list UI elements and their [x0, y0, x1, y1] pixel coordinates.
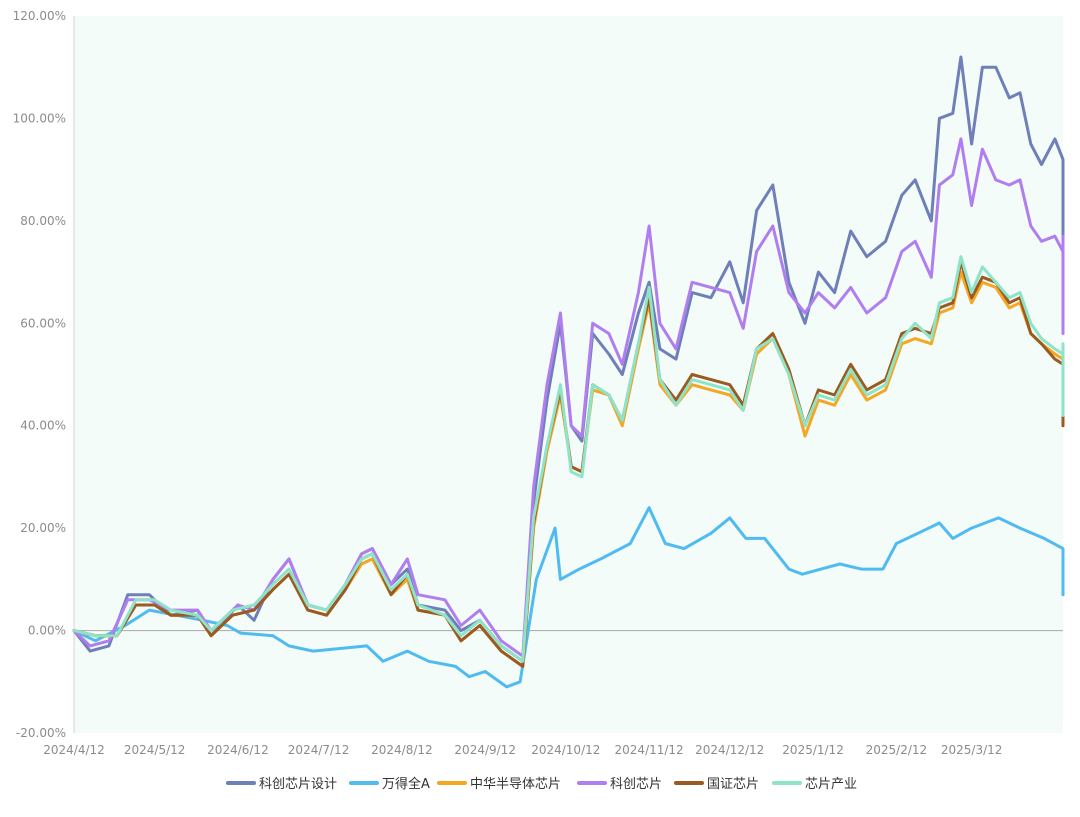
legend-label: 科创芯片设计: [259, 777, 337, 792]
x-tick-label: 2025/1/12: [782, 743, 844, 757]
x-tick-label: 2024/5/12: [124, 743, 186, 757]
series-lines: [72, 55, 1065, 689]
legend-label: 芯片产业: [805, 777, 857, 792]
y-tick-label: 20.00%: [20, 521, 66, 535]
x-axis-ticks: 2024/4/12 2024/5/12 2024/6/12 2024/7/12 2024…: [43, 743, 1002, 757]
x-tick-label: 2024/11/12: [615, 743, 684, 757]
legend-label: 国证芯片: [707, 777, 759, 792]
legend-label: 科创芯片: [610, 777, 662, 792]
x-tick-label: 2024/10/12: [531, 743, 600, 757]
legend: 科创芯片设计 万得全A 中华半导体芯片 科创芯片 国证芯片 芯片产业: [226, 776, 857, 792]
legend-label: 中华半导体芯片: [470, 777, 561, 792]
x-tick-label: 2025/2/12: [866, 743, 928, 757]
x-tick-label: 2024/6/12: [207, 743, 269, 757]
y-tick-label: 80.00%: [20, 214, 66, 228]
y-tick-label: 100.00%: [13, 111, 66, 125]
y-tick-label: -20.00%: [16, 726, 66, 740]
y-axis-ticks: 120.00% 100.00% 80.00% 60.00% 40.00% 20.00% 0.…: [13, 9, 66, 740]
x-tick-label: 2025/3/12: [941, 743, 1003, 757]
legend-label: 万得全A: [382, 776, 430, 792]
x-tick-label: 2024/8/12: [371, 743, 433, 757]
x-tick-label: 2024/4/12: [43, 743, 105, 757]
y-tick-label: 0.00%: [28, 624, 66, 638]
x-tick-label: 2024/7/12: [288, 743, 350, 757]
series-line-1: [72, 506, 1065, 689]
x-tick-label: 2024/9/12: [454, 743, 516, 757]
series-line-3: [72, 137, 1065, 658]
y-tick-label: 120.00%: [13, 9, 66, 23]
series-line-5: [72, 255, 1065, 663]
y-tick-label: 40.00%: [20, 419, 66, 433]
x-tick-label: 2024/12/12: [695, 743, 764, 757]
y-tick-label: 60.00%: [20, 316, 66, 330]
